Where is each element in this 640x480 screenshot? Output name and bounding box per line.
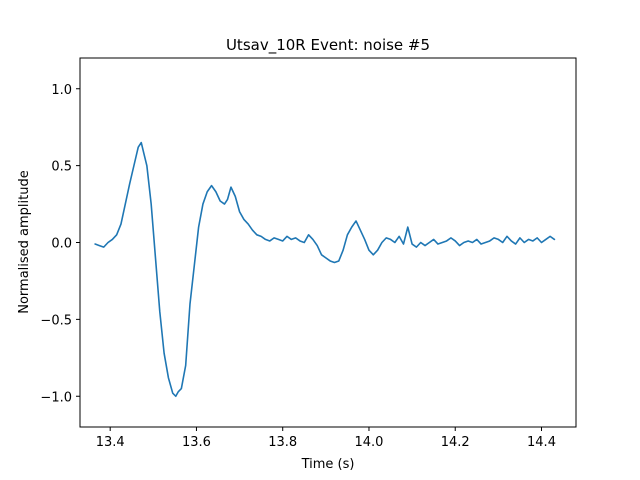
y-tick-label: 1.0 — [51, 83, 72, 98]
x-tick-label: 14.2 — [441, 435, 470, 450]
y-axis-label: Normalised amplitude — [17, 170, 32, 314]
y-tick-label: −0.5 — [40, 313, 72, 328]
series-line — [94, 141, 556, 398]
x-tick-label: 13.8 — [268, 435, 297, 450]
x-tick-label: 14.4 — [527, 435, 556, 450]
y-axis-ticks: −1.0 −0.5 0.0 0.5 1.0 — [40, 83, 80, 405]
x-tick-label: 13.6 — [182, 435, 211, 450]
x-axis-label: Time (s) — [301, 457, 355, 472]
y-tick-label: −1.0 — [40, 390, 72, 405]
x-axis-ticks: 13.4 13.6 13.8 14.0 14.2 14.4 — [96, 427, 556, 450]
plot-area — [80, 58, 576, 427]
y-tick-label: 0.5 — [51, 160, 72, 175]
axes-frame — [79, 57, 577, 428]
chart-title: Utsav_10R Event: noise #5 — [226, 36, 430, 55]
x-tick-label: 14.0 — [354, 435, 383, 450]
axes-background — [80, 58, 576, 427]
x-tick-label: 13.4 — [96, 435, 125, 450]
series-layer — [94, 141, 556, 398]
y-tick-label: 0.0 — [51, 237, 72, 252]
